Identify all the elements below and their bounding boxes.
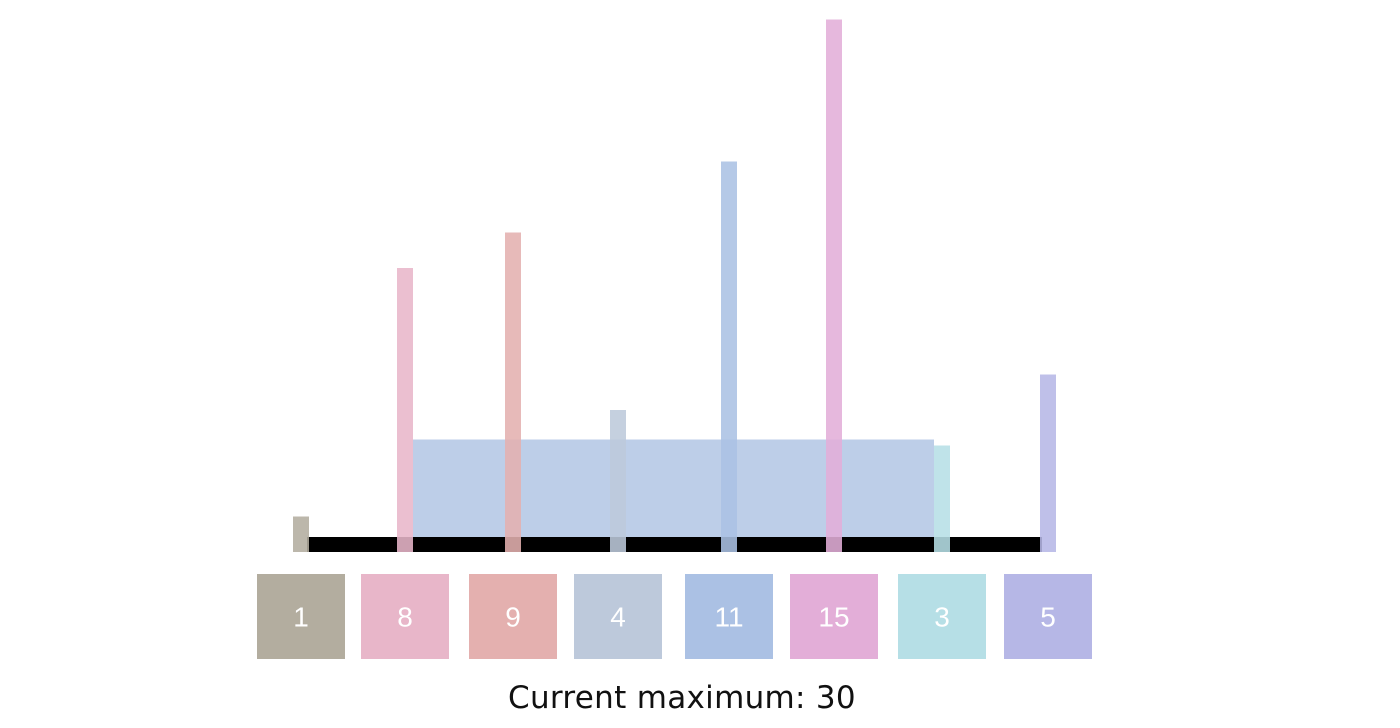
value-box — [257, 574, 345, 659]
base-axis-line — [307, 537, 1042, 552]
value-box — [790, 574, 878, 659]
height-bar — [826, 19, 842, 552]
value-box — [469, 574, 557, 659]
water-area-group — [413, 439, 934, 552]
value-box-label: 11 — [714, 602, 743, 633]
container-water-diagram: 1 8 9 4 11 15 3 5 — [257, 19, 1092, 659]
value-box — [685, 574, 773, 659]
water-area — [413, 439, 934, 552]
value-box — [361, 574, 449, 659]
height-bar — [721, 161, 737, 552]
height-bar — [934, 445, 950, 552]
height-bar — [1040, 374, 1056, 552]
height-bar — [505, 232, 521, 552]
height-bar — [397, 268, 413, 552]
value-box-label: 9 — [505, 602, 521, 633]
value-box-label: 5 — [1040, 602, 1056, 633]
height-bars-group — [293, 19, 1056, 552]
value-box-label: 1 — [293, 602, 309, 633]
height-bar — [293, 516, 309, 552]
height-bar — [610, 410, 626, 552]
value-box — [1004, 574, 1092, 659]
value-box — [898, 574, 986, 659]
value-box-label: 4 — [610, 602, 626, 633]
current-maximum-label: Current maximum: 30 — [508, 680, 856, 716]
value-box — [574, 574, 662, 659]
value-box-label: 3 — [934, 602, 950, 633]
value-boxes-group: 1 8 9 4 11 15 3 5 — [257, 574, 1092, 659]
value-box-label: 15 — [818, 602, 849, 633]
value-box-label: 8 — [397, 602, 413, 633]
